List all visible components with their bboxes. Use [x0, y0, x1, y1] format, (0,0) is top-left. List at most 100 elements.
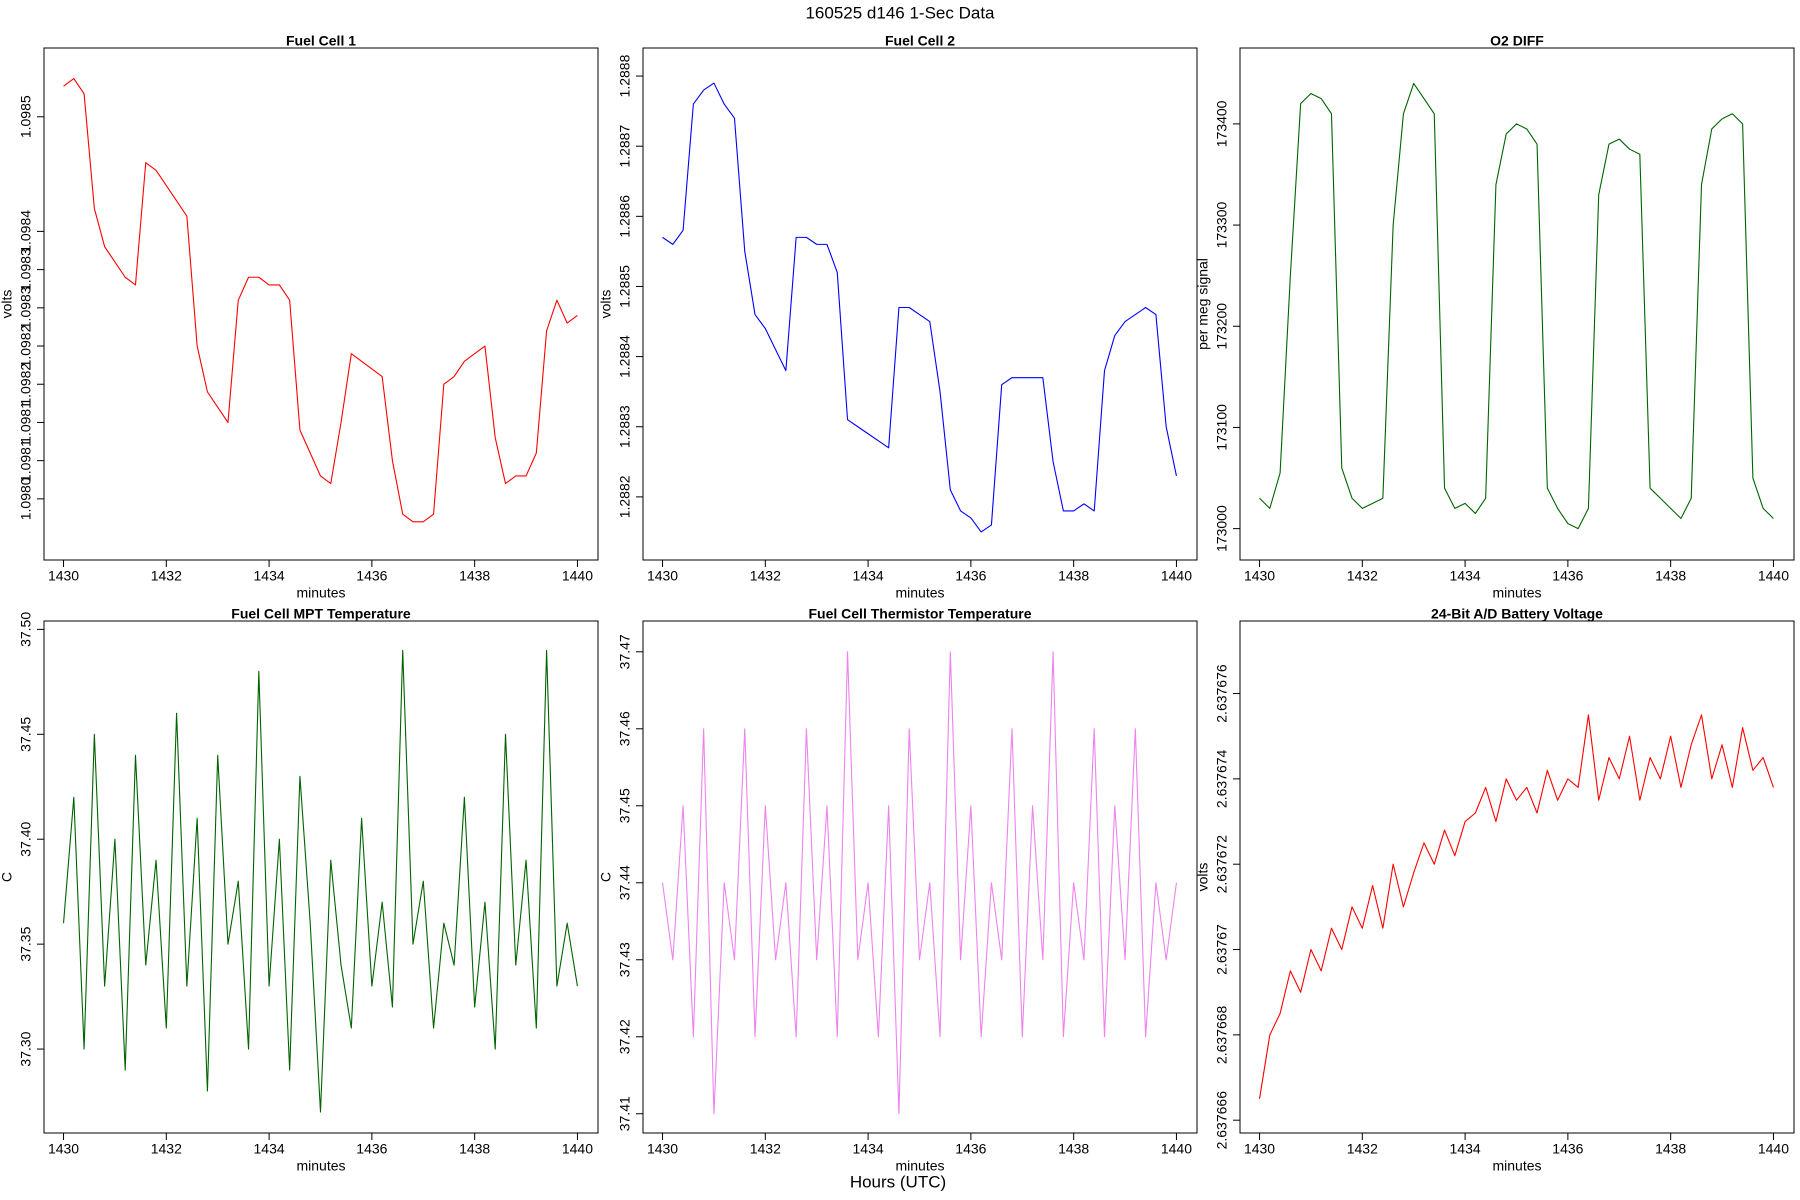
y-tick-label: 2.637666 [1214, 1091, 1230, 1150]
panel-title: 24-Bit A/D Battery Voltage [1431, 606, 1603, 622]
y-tick-label: 2.63767 [1214, 924, 1230, 975]
x-tick-label: 1440 [1161, 568, 1192, 584]
x-tick-label: 1430 [1244, 568, 1275, 584]
y-tick-label: 1.0981 [18, 439, 34, 482]
x-tick-label: 1432 [750, 1141, 781, 1157]
x-tick-label: 1436 [955, 1141, 986, 1157]
x-axis-label: minutes [895, 1158, 944, 1174]
plot-frame [43, 47, 599, 561]
y-tick-label: 173400 [1214, 100, 1230, 147]
y-tick-label: 37.44 [617, 865, 633, 900]
x-tick-label: 1436 [955, 568, 986, 584]
plot-frame [642, 47, 1198, 561]
x-tick-label: 1438 [1058, 568, 1089, 584]
y-tick-label: 37.30 [18, 1031, 34, 1066]
y-tick-label: 37.35 [18, 926, 34, 961]
x-axis-label: minutes [296, 585, 345, 601]
y-axis-label: C [0, 872, 15, 882]
plot-frame [43, 620, 599, 1134]
y-tick-label: 37.40 [18, 822, 34, 857]
y-tick-label: 173300 [1214, 202, 1230, 249]
x-tick-label: 1440 [562, 1141, 593, 1157]
x-tick-label: 1438 [459, 1141, 490, 1157]
y-tick-label: 1.0980 [18, 477, 34, 520]
x-axis-label: minutes [895, 585, 944, 601]
x-tick-label: 1440 [1758, 1141, 1789, 1157]
data-line [1259, 82, 1774, 530]
x-tick-label: 1434 [254, 1141, 285, 1157]
x-tick-label: 1432 [151, 1141, 182, 1157]
data-line [62, 649, 578, 1113]
data-line [1258, 714, 1774, 1099]
y-tick-label: 37.47 [617, 634, 633, 669]
x-tick-label: 1438 [1655, 568, 1686, 584]
x-tick-label: 1430 [647, 568, 678, 584]
x-tick-label: 1436 [1552, 1141, 1583, 1157]
x-tick-label: 1434 [853, 568, 884, 584]
data-line [63, 78, 578, 523]
y-tick-label: 37.45 [617, 788, 633, 823]
x-tick-label: 1430 [48, 1141, 79, 1157]
y-tick-label: 1.2886 [617, 195, 633, 238]
y-tick-label: 2.637674 [1214, 749, 1230, 808]
y-tick-label: 1.0984 [18, 210, 34, 253]
panel-title: Fuel Cell 2 [885, 33, 955, 49]
x-tick-label: 1430 [1244, 1141, 1275, 1157]
y-tick-label: 1.0982 [18, 324, 34, 367]
x-tick-label: 1432 [151, 568, 182, 584]
x-tick-label: 1432 [1347, 1141, 1378, 1157]
x-tick-label: 1432 [750, 568, 781, 584]
x-axis-label: minutes [296, 1158, 345, 1174]
y-tick-label: 37.45 [18, 717, 34, 752]
y-axis-label: volts [0, 290, 15, 319]
plot-frame [642, 620, 1198, 1134]
panel-title: Fuel Cell MPT Temperature [231, 606, 411, 622]
y-tick-label: 2.637668 [1214, 1005, 1230, 1064]
x-axis-label: minutes [1492, 1158, 1541, 1174]
x-tick-label: 1440 [562, 568, 593, 584]
x-tick-label: 1436 [1552, 568, 1583, 584]
x-tick-label: 1440 [1161, 1141, 1192, 1157]
x-tick-label: 1440 [1758, 568, 1789, 584]
plot-frame [1239, 620, 1795, 1134]
y-tick-label: 2.637676 [1214, 664, 1230, 723]
x-tick-label: 1436 [356, 1141, 387, 1157]
y-tick-label: 37.46 [617, 711, 633, 746]
plot-frame [1239, 47, 1795, 561]
y-axis-label: volts [598, 290, 614, 319]
x-axis-label: minutes [1492, 585, 1541, 601]
page-x-label: Hours (UTC) [850, 1172, 946, 1191]
y-tick-label: 1.0983 [18, 286, 34, 329]
panel-title: Fuel Cell Thermistor Temperature [808, 606, 1031, 622]
y-tick-label: 1.2888 [617, 54, 633, 97]
x-tick-label: 1434 [1450, 568, 1481, 584]
y-axis-label: C [598, 872, 614, 882]
x-tick-label: 1430 [647, 1141, 678, 1157]
y-tick-label: 37.50 [18, 612, 34, 647]
y-tick-label: 1.2885 [617, 265, 633, 308]
x-tick-label: 1438 [459, 568, 490, 584]
x-tick-label: 1432 [1347, 568, 1378, 584]
y-tick-label: 1.0981 [18, 401, 34, 444]
data-line [661, 651, 1177, 1115]
y-tick-label: 37.43 [617, 942, 633, 977]
y-tick-label: 1.0985 [18, 95, 34, 138]
y-tick-label: 37.41 [617, 1096, 633, 1131]
y-tick-label: 2.637672 [1214, 835, 1230, 894]
y-tick-label: 1.2882 [617, 475, 633, 518]
y-axis-label: per meg signal [1195, 258, 1211, 350]
x-tick-label: 1430 [48, 568, 79, 584]
y-tick-label: 1.2883 [617, 405, 633, 448]
x-tick-label: 1434 [254, 568, 285, 584]
y-tick-label: 173000 [1214, 505, 1230, 552]
panel-title: Fuel Cell 1 [286, 33, 356, 49]
x-tick-label: 1438 [1058, 1141, 1089, 1157]
x-tick-label: 1438 [1655, 1141, 1686, 1157]
x-tick-label: 1434 [853, 1141, 884, 1157]
y-tick-label: 173100 [1214, 404, 1230, 451]
y-tick-label: 1.2887 [617, 125, 633, 168]
y-tick-label: 1.0983 [18, 248, 34, 291]
y-tick-label: 173200 [1214, 303, 1230, 350]
y-tick-label: 37.42 [617, 1019, 633, 1054]
